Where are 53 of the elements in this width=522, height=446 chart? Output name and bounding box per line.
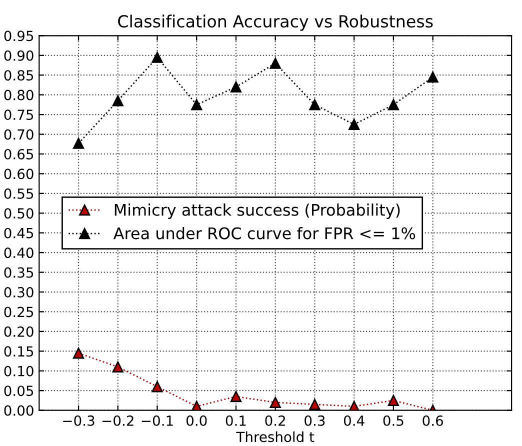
point	[427, 72, 438, 83]
point	[152, 381, 163, 392]
y-tick-label: 0.70	[4, 129, 34, 140]
x-tick-label: 0.6	[422, 415, 443, 426]
x-tick-label: 0.2	[265, 415, 286, 426]
x-tick-label: 0.5	[383, 415, 404, 426]
point	[388, 99, 400, 110]
x-axis-title: Threshold t	[236, 431, 314, 442]
point	[348, 400, 360, 410]
point	[309, 99, 320, 110]
legend-label: Area under ROC curve for FPR <= 1%	[113, 226, 416, 240]
point	[112, 95, 124, 106]
y-tick-label: 0.00	[4, 405, 34, 416]
x-tick-label: 0.4	[344, 415, 364, 426]
x-tick-label: 0.1	[226, 415, 246, 426]
point	[72, 348, 84, 359]
point	[191, 400, 202, 410]
point	[112, 361, 124, 372]
x-tick-label: −0.2	[102, 415, 134, 426]
y-tick-label: 0.10	[4, 366, 34, 376]
y-tick-label: 0.50	[4, 208, 34, 219]
legend-label: Mimicry attack success (Probability)	[114, 204, 400, 220]
y-tick-label: 0.25	[4, 306, 34, 318]
y-tick-label: 0.60	[4, 168, 34, 180]
y-tick-label: 0.90	[4, 50, 34, 61]
point	[230, 81, 242, 93]
chart-title: Classification Accuracy vs Robustness	[118, 14, 433, 31]
point	[270, 58, 281, 69]
point	[191, 99, 202, 110]
point	[270, 396, 281, 408]
point	[388, 394, 400, 406]
point	[230, 390, 242, 402]
y-tick-label: 0.95	[4, 30, 34, 42]
y-tick-label: 0.45	[4, 228, 34, 238]
point	[348, 118, 360, 130]
y-tick-label: 0.85	[4, 70, 34, 81]
x-tick-label: −0.3	[63, 415, 94, 426]
y-tick-label: 0.40	[4, 248, 34, 258]
x-tick-label: 0.0	[186, 415, 207, 426]
x-tick-label: −0.1	[142, 415, 173, 426]
y-tick-label: 0.20	[4, 326, 34, 337]
y-tick-label: 0.05	[4, 386, 34, 396]
y-tick-label: 0.80	[4, 90, 34, 100]
point	[309, 398, 320, 410]
y-tick-label: 0.65	[4, 148, 34, 160]
y-tick-label: 0.75	[4, 110, 34, 120]
y-tick-label: 0.35	[4, 267, 34, 278]
x-tick-label: 0.3	[304, 415, 325, 426]
point	[72, 138, 84, 149]
y-tick-label: 0.15	[4, 346, 34, 357]
y-tick-label: 0.55	[4, 188, 34, 199]
y-tick-label: 0.30	[4, 286, 34, 298]
point	[152, 52, 163, 63]
